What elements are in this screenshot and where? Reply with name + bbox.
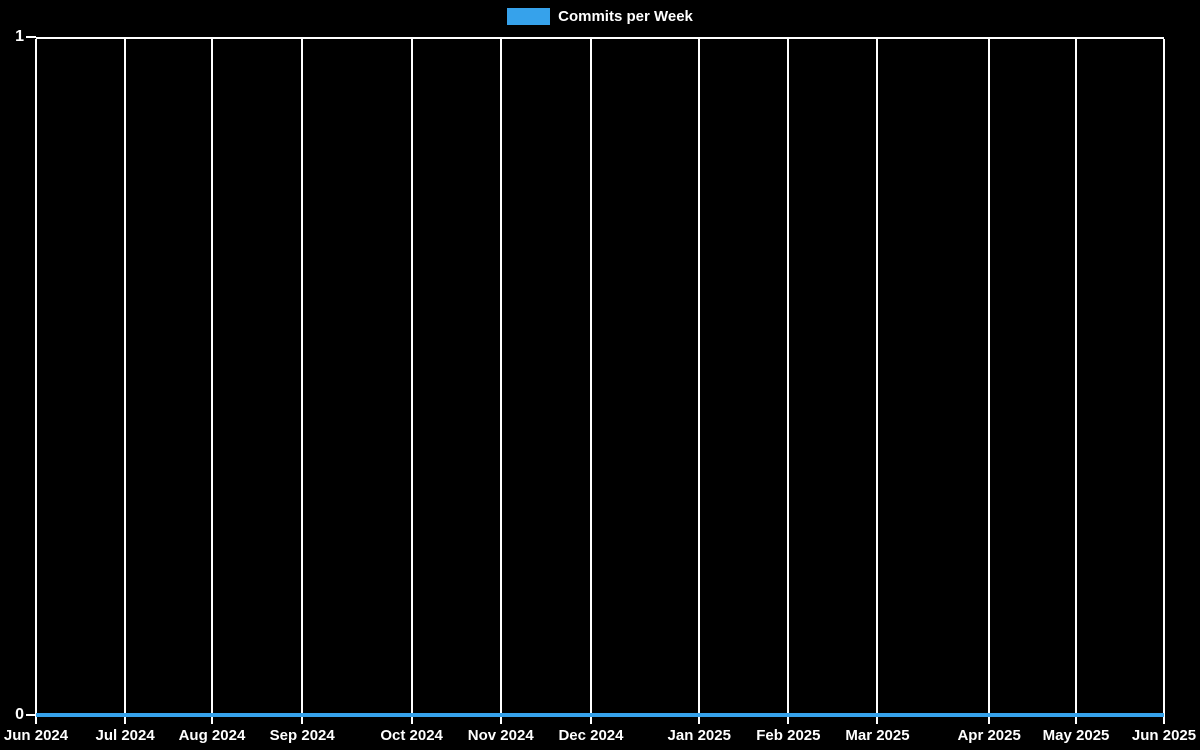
plot-area	[35, 37, 1165, 724]
x-tick-label-jun-2025: Jun 2025	[1131, 727, 1197, 744]
gridline-jul-2024	[124, 39, 127, 724]
gridline-sep-2024	[301, 39, 304, 724]
gridline-aug-2024	[210, 39, 213, 724]
x-tick-label-feb-2025: Feb 2025	[756, 727, 821, 744]
legend-label: Commits per Week	[558, 8, 693, 25]
x-axis-labels: Jun 2024 Jul 2024 Aug 2024 Sep 2024 Oct 2024…	[4, 727, 1196, 747]
y-axis-tick-mark-top	[26, 36, 36, 38]
gridline-apr-2025	[988, 39, 991, 724]
legend[interactable]: Commits per Week	[0, 8, 1200, 25]
gridline-feb-2025	[787, 39, 790, 724]
gridline-jun-2024	[35, 39, 37, 724]
x-tick-label-aug-2024: Aug 2024	[178, 727, 246, 744]
y-axis-tick-mark-bottom	[26, 714, 36, 716]
y-axis-tick-label-1: 1	[15, 28, 24, 45]
gridline-may-2025	[1075, 39, 1078, 724]
x-tick-label-apr-2025: Apr 2025	[957, 727, 1021, 744]
gridline-mar-2025	[876, 39, 879, 724]
y-axis-tick-label-0: 0	[15, 706, 24, 723]
x-tick-label-dec-2024: Dec 2024	[558, 727, 624, 744]
x-tick-label-sep-2024: Sep 2024	[269, 727, 335, 744]
legend-swatch	[507, 8, 551, 25]
x-tick-label-jul-2024: Jul 2024	[95, 727, 155, 744]
x-tick-label-nov-2024: Nov 2024	[467, 727, 534, 744]
x-tick-label-may-2025: May 2025	[1042, 727, 1110, 744]
gridline-oct-2024	[410, 39, 413, 724]
x-tick-label-oct-2024: Oct 2024	[380, 727, 443, 744]
gridline-jun-2025	[1163, 39, 1165, 724]
commits-line	[36, 713, 1164, 717]
x-tick-label-jun-2024: Jun 2024	[3, 727, 69, 744]
gridline-nov-2024	[499, 39, 502, 724]
gridline-jan-2025	[698, 39, 701, 724]
x-tick-label-jan-2025: Jan 2025	[667, 727, 731, 744]
gridline-dec-2024	[589, 39, 592, 724]
x-tick-label-mar-2025: Mar 2025	[845, 727, 910, 744]
